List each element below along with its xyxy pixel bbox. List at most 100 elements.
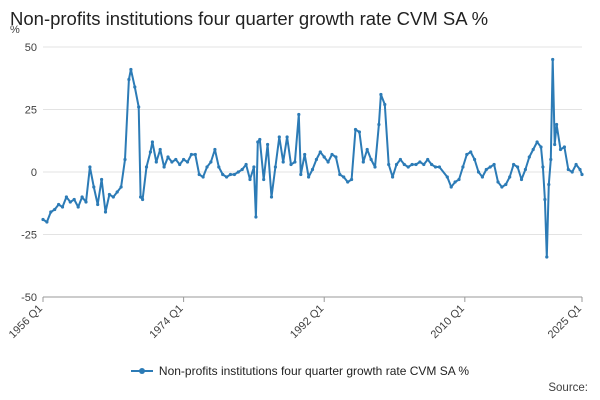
data-point[interactable]: [383, 102, 387, 107]
data-point[interactable]: [80, 195, 84, 199]
data-point[interactable]: [342, 175, 346, 179]
data-point[interactable]: [549, 157, 553, 162]
data-point[interactable]: [53, 207, 57, 212]
data-point[interactable]: [350, 177, 354, 182]
data-point[interactable]: [410, 162, 414, 167]
data-point[interactable]: [580, 172, 584, 177]
data-point[interactable]: [107, 192, 111, 197]
data-point[interactable]: [236, 170, 240, 174]
data-point[interactable]: [373, 165, 377, 169]
data-point[interactable]: [166, 155, 170, 159]
data-point[interactable]: [201, 175, 205, 179]
data-point[interactable]: [178, 162, 182, 167]
data-point[interactable]: [377, 122, 381, 127]
data-point[interactable]: [326, 160, 330, 164]
data-point[interactable]: [174, 157, 178, 162]
data-point[interactable]: [541, 165, 545, 169]
data-point[interactable]: [76, 205, 80, 209]
data-point[interactable]: [193, 152, 197, 157]
data-point[interactable]: [256, 140, 260, 144]
data-point[interactable]: [289, 162, 293, 167]
data-point[interactable]: [115, 190, 119, 194]
data-point[interactable]: [445, 175, 449, 179]
data-point[interactable]: [100, 177, 104, 182]
data-point[interactable]: [137, 105, 141, 109]
data-point[interactable]: [465, 152, 469, 157]
data-point[interactable]: [426, 157, 430, 162]
data-point[interactable]: [422, 162, 426, 167]
data-point[interactable]: [269, 195, 274, 199]
data-point[interactable]: [185, 160, 190, 164]
data-point[interactable]: [545, 255, 549, 259]
data-point[interactable]: [391, 175, 395, 179]
data-point[interactable]: [338, 172, 342, 177]
data-point[interactable]: [303, 152, 307, 157]
data-point[interactable]: [511, 162, 516, 167]
data-point[interactable]: [508, 175, 512, 179]
data-point[interactable]: [60, 205, 65, 209]
data-point[interactable]: [310, 167, 315, 172]
data-point[interactable]: [500, 185, 504, 189]
data-point[interactable]: [566, 167, 570, 172]
data-point[interactable]: [574, 162, 578, 167]
data-point[interactable]: [476, 170, 481, 174]
data-point[interactable]: [232, 172, 236, 177]
data-point[interactable]: [492, 162, 496, 167]
data-point[interactable]: [406, 165, 410, 169]
data-point[interactable]: [365, 147, 369, 152]
data-point[interactable]: [213, 147, 217, 152]
data-point[interactable]: [437, 165, 441, 169]
data-point[interactable]: [504, 182, 508, 187]
data-point[interactable]: [314, 157, 318, 162]
data-point[interactable]: [394, 162, 399, 167]
data-point[interactable]: [547, 182, 551, 187]
data-point[interactable]: [322, 155, 326, 159]
data-point[interactable]: [158, 147, 162, 152]
data-point[interactable]: [519, 177, 524, 182]
data-point[interactable]: [139, 195, 143, 199]
data-point[interactable]: [141, 197, 145, 202]
data-point[interactable]: [293, 160, 297, 164]
data-point[interactable]: [398, 157, 402, 162]
data-point[interactable]: [258, 137, 262, 142]
data-point[interactable]: [182, 157, 186, 162]
data-point[interactable]: [277, 135, 281, 139]
data-point[interactable]: [148, 150, 152, 154]
data-point[interactable]: [369, 157, 373, 162]
data-point[interactable]: [285, 135, 289, 139]
data-point[interactable]: [57, 202, 61, 207]
data-point[interactable]: [299, 172, 303, 177]
data-point[interactable]: [527, 155, 531, 159]
data-point[interactable]: [539, 145, 543, 149]
data-point[interactable]: [111, 195, 115, 199]
data-point[interactable]: [45, 220, 49, 224]
data-point[interactable]: [551, 57, 555, 62]
data-point[interactable]: [144, 165, 149, 169]
data-point[interactable]: [570, 170, 574, 174]
data-point[interactable]: [84, 200, 88, 204]
data-point[interactable]: [49, 210, 53, 214]
data-point[interactable]: [248, 177, 252, 182]
data-point[interactable]: [266, 142, 270, 147]
data-point[interactable]: [273, 165, 277, 169]
data-point[interactable]: [197, 172, 201, 177]
data-point[interactable]: [453, 180, 457, 184]
data-point[interactable]: [205, 165, 209, 169]
data-point[interactable]: [488, 165, 492, 169]
data-point[interactable]: [297, 112, 301, 117]
data-point[interactable]: [262, 177, 266, 182]
data-point[interactable]: [209, 160, 213, 164]
legend-item[interactable]: Non-profits institutions four quarter gr…: [130, 364, 469, 378]
data-point[interactable]: [461, 165, 465, 169]
data-point[interactable]: [225, 175, 229, 179]
data-point[interactable]: [189, 152, 193, 157]
data-point[interactable]: [150, 140, 154, 144]
data-point[interactable]: [496, 180, 500, 184]
data-point[interactable]: [252, 165, 256, 169]
data-point[interactable]: [418, 160, 422, 164]
data-point[interactable]: [449, 185, 453, 189]
data-point[interactable]: [334, 155, 338, 159]
data-point[interactable]: [480, 175, 484, 179]
data-point[interactable]: [318, 150, 322, 154]
legend[interactable]: Non-profits institutions four quarter gr…: [0, 364, 600, 380]
